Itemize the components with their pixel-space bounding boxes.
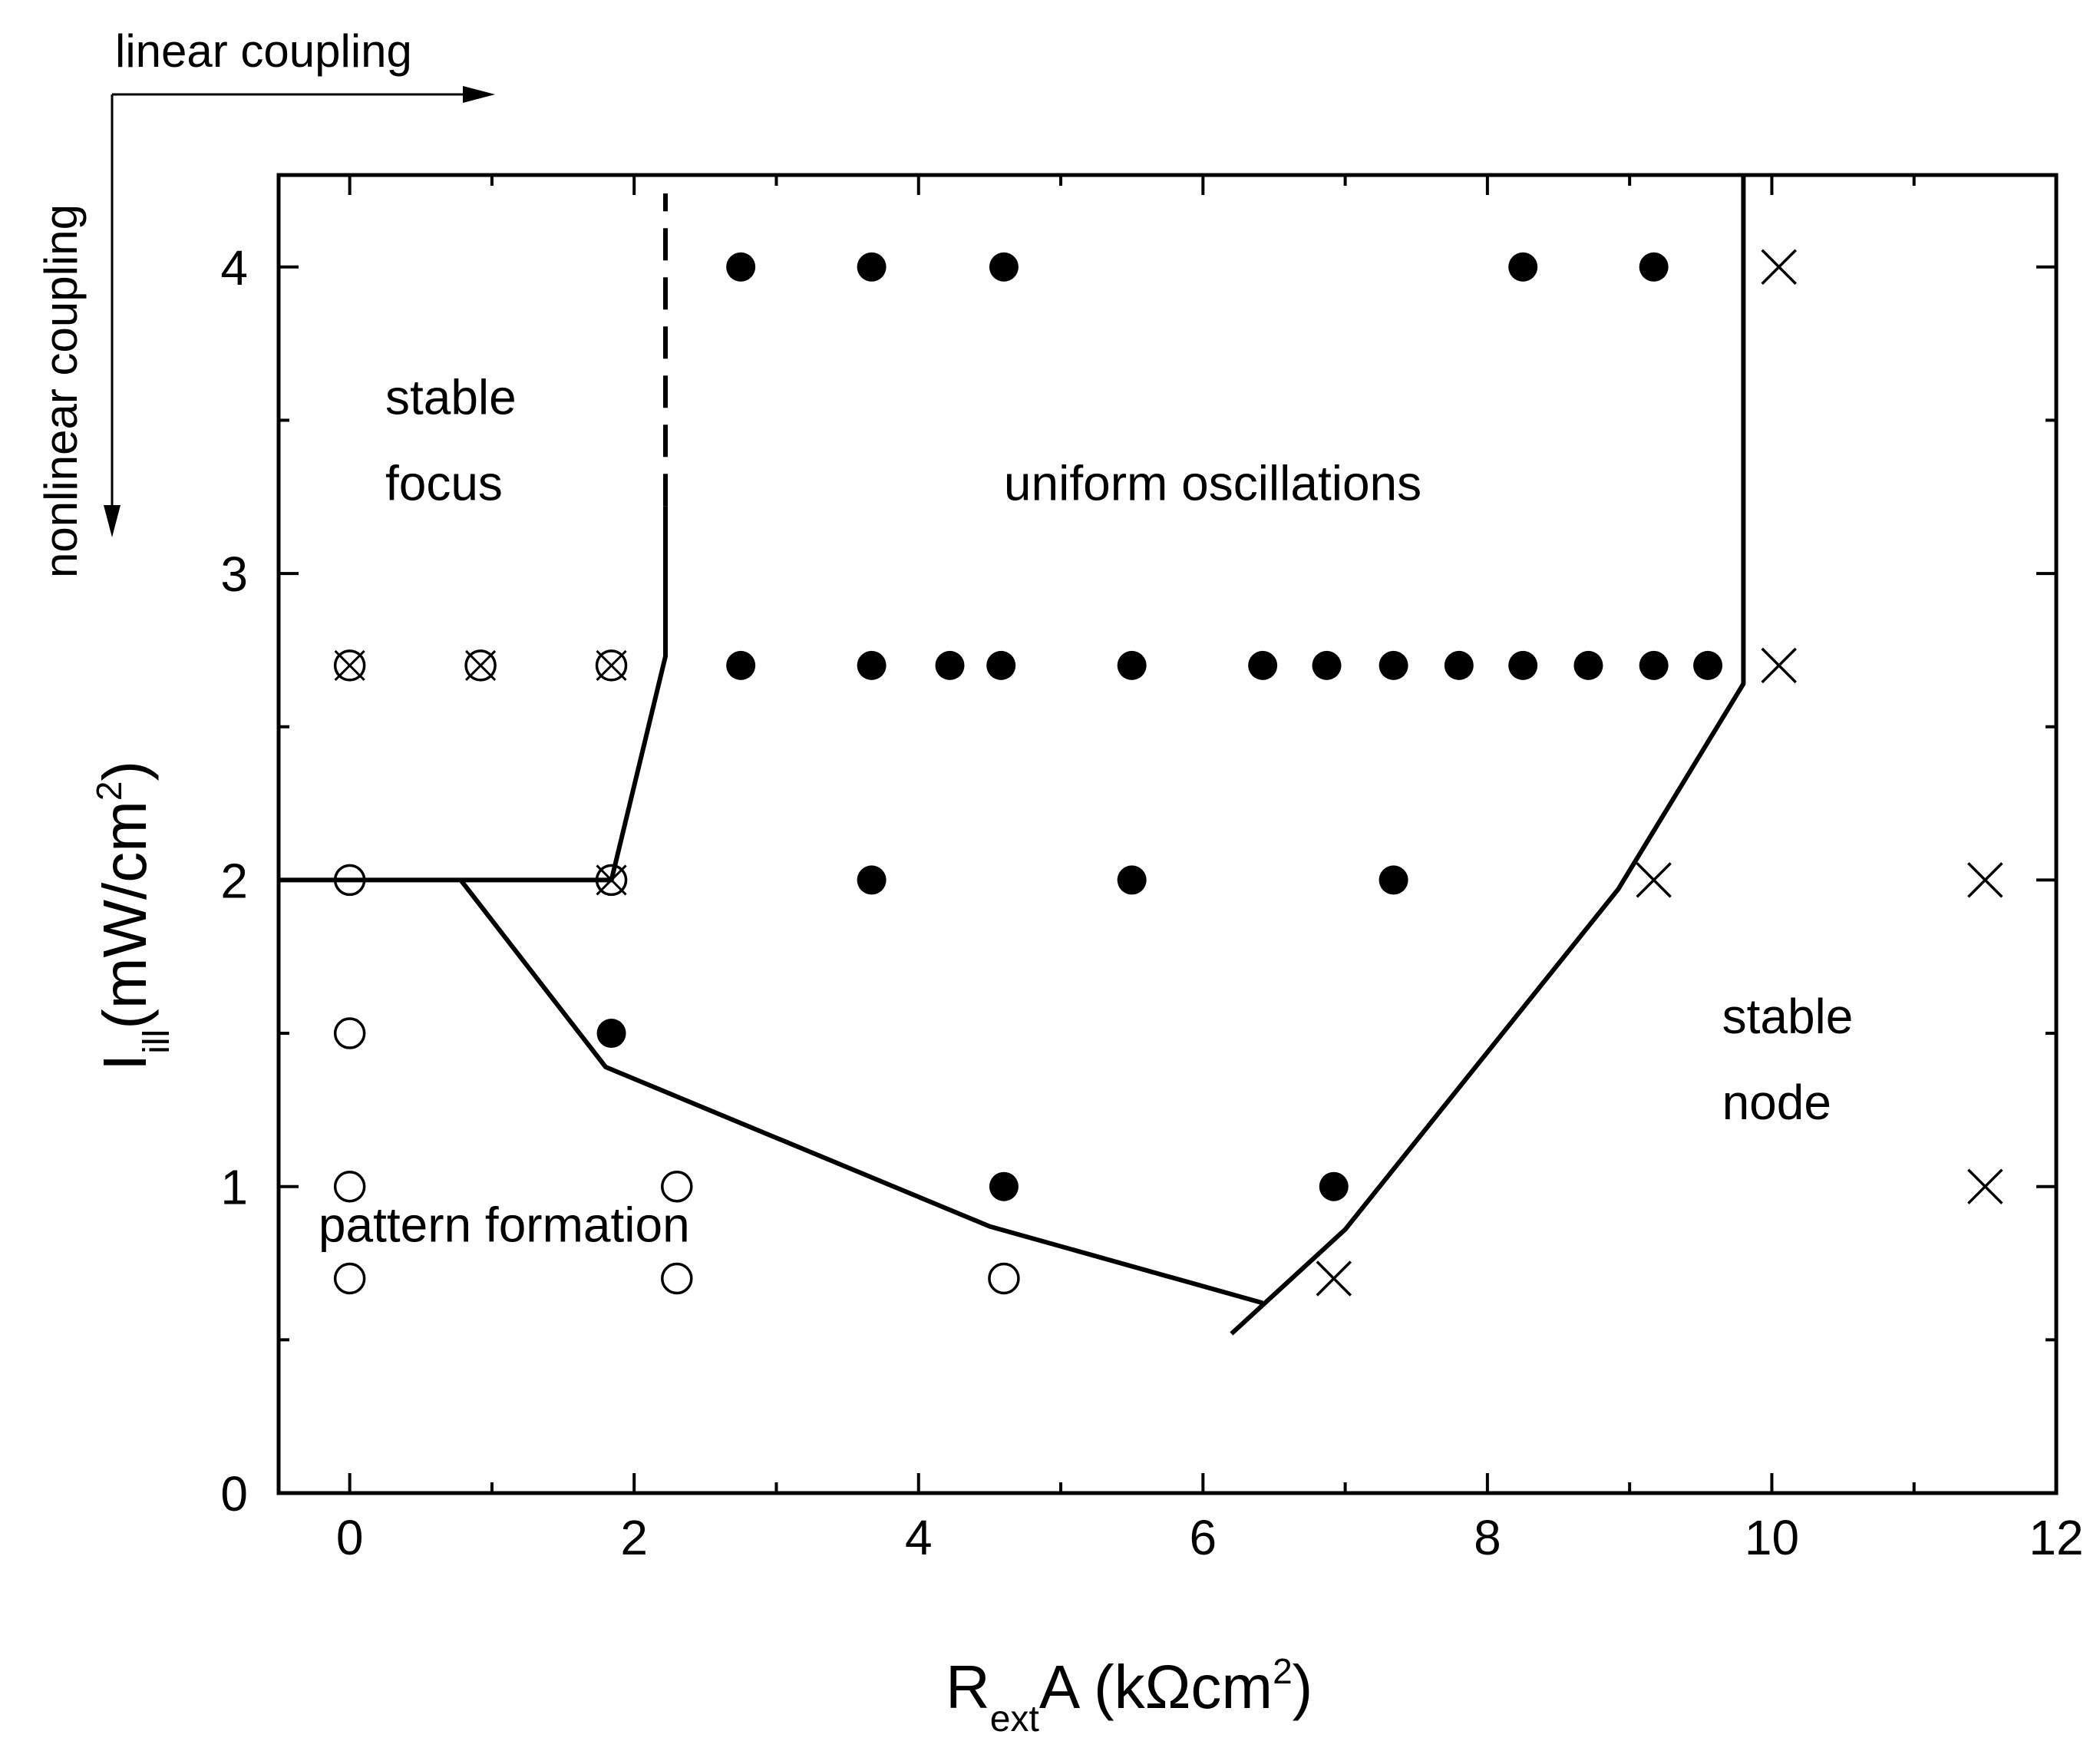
nonlinear-coupling-arrowhead bbox=[104, 505, 121, 537]
region-labels: stable focus uniform oscillations stable nod… bbox=[319, 369, 1853, 1252]
filled-circle-marker bbox=[1444, 650, 1474, 680]
region-label-node1: stable bbox=[1722, 989, 1854, 1044]
y-tick-label: 2 bbox=[220, 853, 248, 908]
circle-cross-ring bbox=[595, 649, 628, 682]
circle-cross-marker bbox=[464, 649, 497, 682]
circle-cross-marker bbox=[595, 649, 628, 682]
boundary-line bbox=[1230, 175, 1746, 1336]
filled-circle-marker bbox=[726, 650, 756, 680]
x-tick-label: 12 bbox=[2029, 1510, 2083, 1565]
y-axis-title-end: ) bbox=[91, 761, 159, 781]
region-label-focus2: focus bbox=[385, 455, 503, 510]
x-axis-title-sub: ext bbox=[990, 1699, 1039, 1739]
filled-circle-marker bbox=[986, 650, 1016, 680]
x-tick-label: 0 bbox=[336, 1510, 364, 1565]
circle-cross-x bbox=[465, 649, 497, 681]
open-circle-marker bbox=[333, 1170, 366, 1203]
filled-circle-marker bbox=[989, 1171, 1019, 1201]
cross-marker bbox=[1761, 647, 1797, 684]
filled-circle-marker bbox=[1248, 650, 1278, 680]
y-axis-title-main: I bbox=[91, 1054, 159, 1071]
filled-circle-marker bbox=[1573, 650, 1603, 680]
filled-circle-marker bbox=[1117, 650, 1147, 680]
filled-circle-marker bbox=[1319, 1171, 1349, 1201]
cross-marker bbox=[1967, 862, 2003, 898]
open-circle-marker bbox=[333, 1262, 366, 1295]
x-axis-title-main: R bbox=[946, 1653, 990, 1721]
plot-frame-group bbox=[276, 173, 2059, 1495]
x-axis-title-end: ) bbox=[1293, 1653, 1313, 1721]
circle-cross-ring bbox=[595, 864, 628, 897]
filled-circle-marker bbox=[1379, 650, 1408, 680]
filled-circle-marker bbox=[1508, 252, 1538, 282]
filled-circle-marker bbox=[857, 865, 887, 895]
filled-circle-marker bbox=[857, 650, 887, 680]
x-axis-title-rest: A (kΩcm bbox=[1039, 1653, 1273, 1721]
y-axis-title: Iill(mW/cm2) bbox=[89, 761, 177, 1071]
y-tick-label: 0 bbox=[220, 1466, 248, 1521]
coupling-arrows bbox=[104, 86, 495, 537]
boundary-line bbox=[458, 878, 1263, 1306]
filled-circle-marker bbox=[1312, 650, 1342, 680]
region-label-pattern: pattern formation bbox=[319, 1198, 690, 1253]
circle-cross-marker bbox=[595, 864, 628, 897]
y-tick-label: 4 bbox=[220, 240, 248, 296]
filled-circle-marker bbox=[857, 252, 887, 282]
cross-marker bbox=[1636, 862, 1672, 898]
open-circle-marker bbox=[988, 1262, 1020, 1295]
cross-marker bbox=[1316, 1260, 1352, 1297]
x-axis-title: RextA (kΩcm2) bbox=[946, 1651, 1312, 1739]
filled-circle-marker bbox=[596, 1019, 626, 1049]
y-axis-title-rest: (mW/cm bbox=[91, 801, 159, 1029]
x-axis-title-sup: 2 bbox=[1273, 1651, 1293, 1691]
circle-cross-x bbox=[596, 864, 627, 896]
circle-cross-ring bbox=[464, 649, 497, 682]
filled-circle-marker bbox=[1693, 650, 1723, 680]
cross-marker bbox=[1761, 249, 1797, 286]
axis-ticks bbox=[279, 175, 2058, 1495]
region-label-uniform: uniform oscillations bbox=[1004, 455, 1421, 510]
x-tick-label: 2 bbox=[620, 1510, 648, 1565]
nonlinear-coupling-label: nonlinear coupling bbox=[35, 204, 87, 578]
filled-circle-marker bbox=[1117, 865, 1147, 895]
filled-circle-marker bbox=[935, 650, 965, 680]
x-tick-label: 4 bbox=[905, 1510, 933, 1565]
filled-circle-marker bbox=[726, 252, 756, 282]
filled-circle-marker bbox=[989, 252, 1019, 282]
y-tick-label: 1 bbox=[220, 1160, 248, 1215]
cross-marker bbox=[1967, 1168, 2003, 1204]
open-circle-marker bbox=[333, 1017, 366, 1049]
filled-circle-marker bbox=[1639, 650, 1669, 680]
y-axis-title-sup: 2 bbox=[89, 781, 129, 801]
y-tick-label: 3 bbox=[220, 547, 248, 602]
circle-cross-ring bbox=[333, 649, 366, 682]
open-circle-marker bbox=[661, 1170, 693, 1203]
region-boundaries bbox=[279, 175, 1746, 1336]
boundary-line bbox=[279, 506, 668, 883]
filled-circle-marker bbox=[1379, 865, 1408, 895]
linear-coupling-arrowhead bbox=[463, 86, 495, 103]
linear-coupling-label: linear coupling bbox=[115, 25, 412, 77]
open-circle-marker bbox=[661, 1262, 693, 1295]
circle-cross-marker bbox=[333, 649, 366, 682]
x-tick-label: 10 bbox=[1745, 1510, 1799, 1565]
filled-circle-marker bbox=[1639, 252, 1669, 282]
filled-circle-marker bbox=[1508, 650, 1538, 680]
circle-cross-x bbox=[334, 649, 365, 681]
x-tick-label: 8 bbox=[1474, 1510, 1501, 1565]
plot-frame bbox=[276, 173, 2059, 1495]
open-circle-marker bbox=[333, 864, 366, 897]
x-tick-label: 6 bbox=[1190, 1510, 1217, 1565]
y-axis-title-sub: ill bbox=[137, 1029, 177, 1054]
circle-cross-x bbox=[596, 649, 627, 681]
region-label-focus1: stable bbox=[385, 369, 517, 425]
data-markers bbox=[333, 249, 2003, 1297]
region-label-node2: node bbox=[1722, 1075, 1831, 1130]
